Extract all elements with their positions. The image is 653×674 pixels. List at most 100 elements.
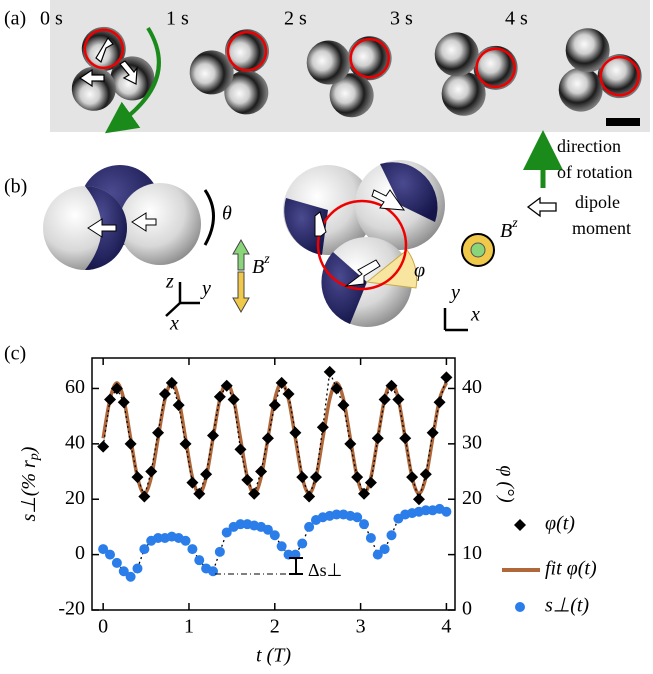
diamond-marker xyxy=(289,427,301,439)
diamond-marker xyxy=(303,490,315,502)
y-tick-label: 60 xyxy=(65,376,85,398)
circle-marker xyxy=(359,519,369,529)
y-tick-label: 40 xyxy=(65,431,85,453)
x-tick-label: 0 xyxy=(98,616,108,638)
top-view-trimer xyxy=(283,160,445,327)
time-label: 3 s xyxy=(390,8,413,30)
legend-label: φ(t) xyxy=(545,513,575,535)
scale-bar xyxy=(606,118,640,126)
diamond-marker xyxy=(214,391,226,403)
figure: (a) 0 s 1 s 2 s 3 s 4 s direction of rot… xyxy=(0,0,653,674)
x-tick-label: 1 xyxy=(184,616,194,638)
x-axis-label: t (T) xyxy=(256,645,291,667)
theta-label: θ xyxy=(222,203,232,225)
phi-label: φ xyxy=(414,260,425,282)
circle-marker xyxy=(386,530,396,540)
circle-marker xyxy=(297,539,307,549)
diamond-marker xyxy=(269,399,281,411)
diamond-marker xyxy=(413,493,425,505)
diamond-marker xyxy=(420,468,432,480)
annotation: Δs⊥ xyxy=(308,560,342,580)
axis-letter: y xyxy=(200,278,211,300)
diamond-marker xyxy=(351,471,363,483)
diamond-marker xyxy=(372,432,384,444)
y-axis-label: s⊥(% rp) xyxy=(18,446,43,521)
circle-marker xyxy=(139,544,149,554)
axes-pair xyxy=(445,308,468,330)
diamond-marker xyxy=(344,438,356,450)
field-symbol xyxy=(462,234,494,266)
circle-marker xyxy=(277,541,287,551)
diamond-marker xyxy=(131,471,143,483)
y2-axis-label: φ (°) xyxy=(495,465,517,503)
diamond-marker xyxy=(440,371,452,383)
diamond-marker xyxy=(255,466,267,478)
panel-label: (c) xyxy=(4,343,26,365)
x-tick-label: 4 xyxy=(441,616,451,638)
time-label: 1 s xyxy=(166,8,189,30)
theta-arrow xyxy=(205,190,214,245)
y-tick-label: 20 xyxy=(65,487,85,509)
diamond-marker xyxy=(173,399,185,411)
diamond-marker xyxy=(337,399,349,411)
diamond-marker xyxy=(296,471,308,483)
time-label: 4 s xyxy=(505,8,528,30)
diamond-marker xyxy=(125,438,137,450)
diamond-marker xyxy=(324,366,336,378)
legend-text: moment xyxy=(572,218,631,238)
axis-letter: x xyxy=(169,313,179,335)
diamond-marker xyxy=(241,474,253,486)
diamond-marker xyxy=(310,471,322,483)
y-axis-label-part: ) xyxy=(18,446,40,454)
diamond-marker xyxy=(427,427,439,439)
diamond-marker xyxy=(399,432,411,444)
diamond-marker xyxy=(392,394,404,406)
circle-marker xyxy=(132,563,142,573)
y-tick-label: 0 xyxy=(75,542,85,564)
circle-marker xyxy=(270,530,280,540)
diamond-marker xyxy=(262,432,274,444)
diamond-marker xyxy=(118,396,130,408)
axis-letter: x xyxy=(470,304,480,326)
legend-marker xyxy=(515,602,525,612)
diamond-marker xyxy=(97,441,109,453)
legend-text: dipole xyxy=(575,192,620,212)
circle-marker xyxy=(105,550,115,560)
delta-annotation xyxy=(215,558,303,574)
y-tick-label: -20 xyxy=(58,598,85,620)
circle-marker xyxy=(194,555,204,565)
diamond-marker xyxy=(152,427,164,439)
circle-marker xyxy=(126,572,136,582)
y2-tick-label: 40 xyxy=(462,376,482,398)
y2-tick-label: 10 xyxy=(462,542,482,564)
y2-tick-label: 30 xyxy=(462,431,482,453)
axis-letter: z xyxy=(165,271,174,293)
y-axis-label-part: s⊥(% r xyxy=(18,460,40,522)
y-axis-label-part: p xyxy=(27,453,42,461)
circle-marker xyxy=(215,547,225,557)
x-tick-label: 3 xyxy=(356,616,366,638)
diamond-marker xyxy=(200,468,212,480)
time-label: 0 s xyxy=(40,8,63,30)
diamond-marker xyxy=(104,394,116,406)
panel-label: (b) xyxy=(4,176,27,198)
field-arrow xyxy=(233,240,249,312)
dipole-legend-arrow xyxy=(528,198,556,216)
field-label: Bz xyxy=(252,252,270,277)
circle-marker xyxy=(181,536,191,546)
circle-marker xyxy=(366,533,376,543)
circle-marker xyxy=(112,558,122,568)
side-view-trimer xyxy=(43,165,201,270)
diamond-marker xyxy=(406,471,418,483)
legend-label: s⊥(t) xyxy=(545,595,589,617)
diamond-marker xyxy=(138,490,150,502)
x-tick-label: 2 xyxy=(270,616,280,638)
panel-label: (a) xyxy=(4,8,26,30)
y2-tick-label: 0 xyxy=(462,598,472,620)
diamond-marker xyxy=(180,438,192,450)
diamond-marker xyxy=(379,394,391,406)
time-label: 2 s xyxy=(284,8,307,30)
diamond-marker xyxy=(228,394,240,406)
diamond-marker xyxy=(145,466,157,478)
